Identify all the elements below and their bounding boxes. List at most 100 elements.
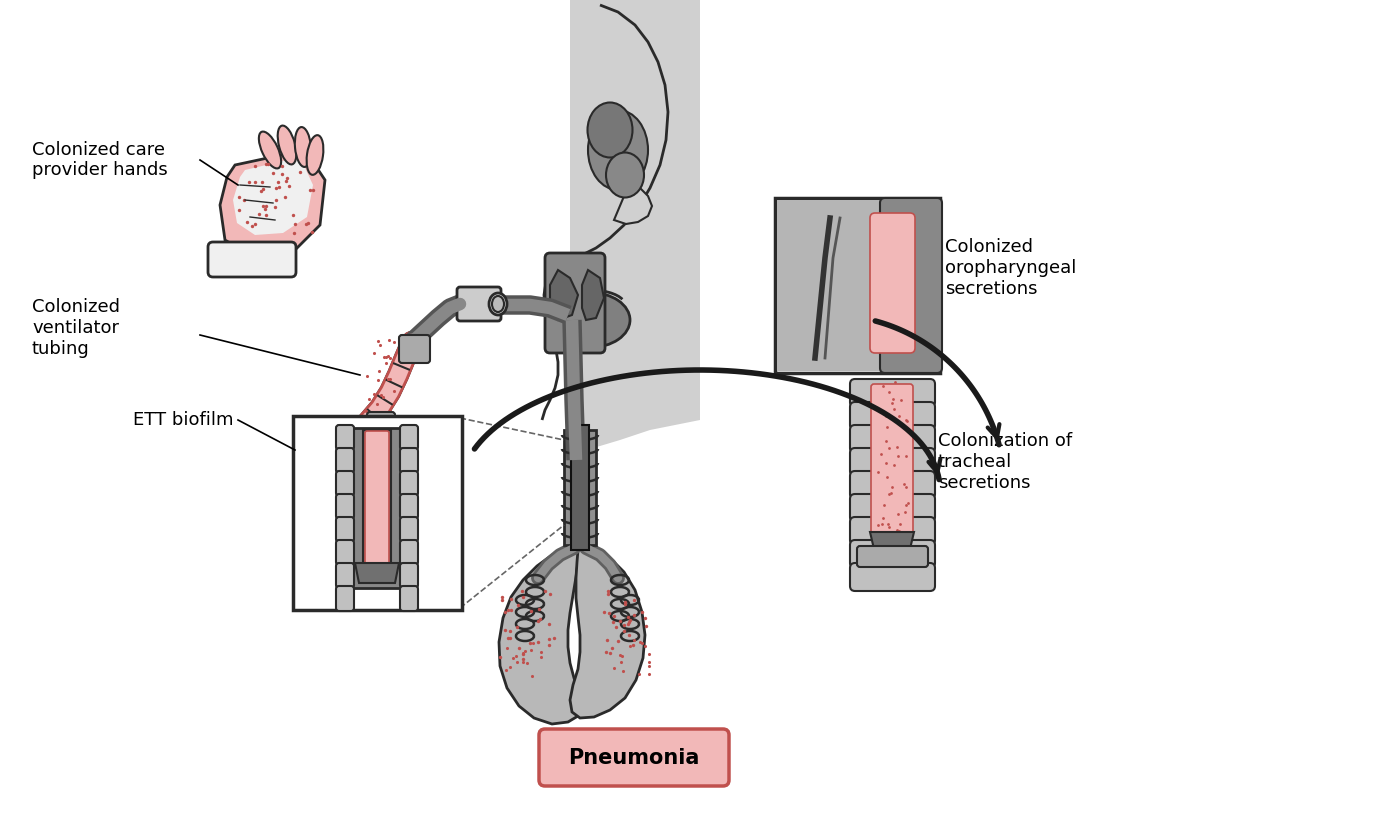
Point xyxy=(491,594,513,607)
Polygon shape xyxy=(614,182,652,224)
FancyBboxPatch shape xyxy=(336,586,354,611)
Point xyxy=(516,657,538,670)
Point xyxy=(609,648,631,661)
FancyBboxPatch shape xyxy=(850,425,935,453)
Point xyxy=(273,191,295,204)
Point xyxy=(609,614,631,627)
Point xyxy=(499,593,522,606)
Point xyxy=(884,290,906,303)
Point xyxy=(895,449,917,462)
Point xyxy=(605,621,627,634)
Point xyxy=(505,649,527,663)
Point xyxy=(638,667,660,681)
Point xyxy=(268,175,290,188)
Point xyxy=(520,604,542,617)
Point xyxy=(870,447,892,460)
Point xyxy=(512,646,534,659)
Point xyxy=(369,508,391,521)
Point xyxy=(512,590,534,604)
Point xyxy=(301,183,323,197)
Point xyxy=(601,641,623,654)
Point xyxy=(377,333,399,346)
Point xyxy=(358,445,380,458)
FancyBboxPatch shape xyxy=(399,563,417,588)
Point xyxy=(270,160,293,173)
Point xyxy=(368,419,390,432)
Point xyxy=(877,471,899,484)
Point xyxy=(522,669,544,682)
Point xyxy=(877,518,899,531)
Point xyxy=(497,632,519,645)
Point xyxy=(301,225,323,238)
Point xyxy=(895,319,917,333)
FancyBboxPatch shape xyxy=(850,471,935,499)
Point xyxy=(892,274,914,287)
FancyBboxPatch shape xyxy=(456,287,501,321)
Point xyxy=(300,183,322,197)
Point xyxy=(895,294,917,307)
Point xyxy=(250,185,272,198)
Point xyxy=(512,653,534,666)
FancyBboxPatch shape xyxy=(871,384,913,535)
Point xyxy=(871,266,893,279)
Point xyxy=(373,428,395,441)
Point xyxy=(512,655,534,668)
Point xyxy=(488,650,510,663)
Point xyxy=(877,296,899,310)
FancyBboxPatch shape xyxy=(850,540,935,568)
Point xyxy=(530,613,552,626)
Point xyxy=(884,459,906,472)
Point xyxy=(884,278,906,291)
Point xyxy=(872,380,895,393)
Point xyxy=(366,484,388,497)
Point xyxy=(233,193,255,206)
Point xyxy=(875,410,897,423)
Point xyxy=(515,645,537,658)
FancyBboxPatch shape xyxy=(336,540,354,565)
FancyBboxPatch shape xyxy=(850,517,935,545)
FancyBboxPatch shape xyxy=(850,563,935,591)
Point xyxy=(893,250,915,263)
Point xyxy=(265,181,287,194)
FancyBboxPatch shape xyxy=(850,379,935,407)
Point xyxy=(257,157,279,170)
Point xyxy=(252,199,275,212)
Point xyxy=(363,346,386,360)
Point xyxy=(864,294,886,307)
Point xyxy=(540,587,562,600)
Point xyxy=(872,276,895,289)
Point xyxy=(361,426,383,439)
Point xyxy=(512,647,534,660)
Point xyxy=(369,441,391,455)
Point xyxy=(227,204,250,217)
Point xyxy=(872,499,895,512)
Point xyxy=(886,440,908,453)
Point xyxy=(244,218,266,231)
Polygon shape xyxy=(355,563,399,583)
FancyBboxPatch shape xyxy=(545,253,605,353)
Point xyxy=(598,607,620,620)
Point xyxy=(255,209,277,222)
Point xyxy=(508,642,530,655)
FancyBboxPatch shape xyxy=(350,428,405,588)
Point xyxy=(370,493,393,506)
Point xyxy=(617,611,639,624)
Point xyxy=(893,477,915,491)
Point xyxy=(881,481,903,494)
Point xyxy=(871,518,893,531)
Point xyxy=(372,391,394,404)
Point xyxy=(897,238,920,251)
Point xyxy=(628,635,651,648)
Point xyxy=(254,202,276,215)
Point xyxy=(241,219,264,233)
Ellipse shape xyxy=(606,152,644,197)
Point xyxy=(379,404,401,417)
Text: Colonized care
provider hands: Colonized care provider hands xyxy=(32,141,168,179)
Point xyxy=(603,609,626,622)
Point xyxy=(598,584,620,597)
Point xyxy=(603,662,626,675)
Text: ETT biofilm: ETT biofilm xyxy=(133,411,233,429)
Ellipse shape xyxy=(551,292,630,347)
FancyBboxPatch shape xyxy=(879,198,942,373)
Point xyxy=(888,525,910,538)
